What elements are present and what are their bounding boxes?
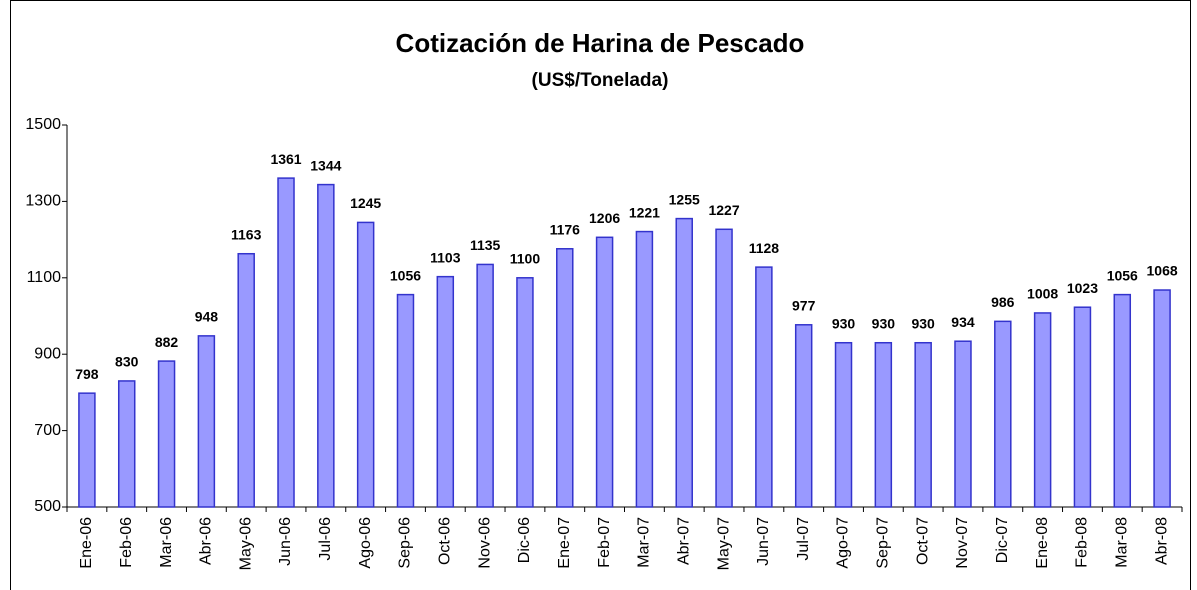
x-tick-label: Sep-06 xyxy=(397,517,414,569)
bar xyxy=(1073,306,1092,508)
x-tick-label: Ene-07 xyxy=(556,517,573,569)
x-tick-label: Ene-08 xyxy=(1034,517,1051,569)
bar xyxy=(1153,289,1171,508)
data-label: 882 xyxy=(155,334,179,350)
y-tick-label: 700 xyxy=(34,422,61,439)
data-label: 1245 xyxy=(350,195,381,211)
x-tick-label: Ago-07 xyxy=(835,517,852,569)
x-tick-label: Jun-06 xyxy=(277,517,294,566)
data-label: 930 xyxy=(872,315,896,331)
bar xyxy=(914,341,932,508)
x-tick-label: Oct-06 xyxy=(437,517,454,565)
x-tick-label: Jun-07 xyxy=(755,517,772,566)
bar xyxy=(436,275,455,508)
x-tick-label: Abr-07 xyxy=(675,517,692,565)
bar xyxy=(755,266,773,508)
bar xyxy=(157,360,176,508)
x-tick-label: Mar-07 xyxy=(636,517,653,568)
data-label: 798 xyxy=(75,366,99,382)
bar xyxy=(715,228,733,508)
x-tick-label: May-07 xyxy=(715,517,732,570)
y-tick-label: 900 xyxy=(34,345,61,362)
bar xyxy=(476,263,494,508)
y-tick-label: 1500 xyxy=(25,116,61,133)
y-tick-label: 500 xyxy=(34,498,61,515)
data-label: 1135 xyxy=(470,237,501,253)
data-label: 934 xyxy=(951,314,975,330)
bar xyxy=(1033,312,1052,508)
data-label: 1056 xyxy=(1107,267,1138,283)
data-label: 1008 xyxy=(1027,286,1058,302)
x-tick-label: Mar-08 xyxy=(1113,517,1130,568)
data-label: 1176 xyxy=(550,221,581,237)
y-tick-label: 1300 xyxy=(25,193,61,210)
data-label: 1227 xyxy=(708,202,739,218)
data-label: 1068 xyxy=(1147,263,1178,279)
x-tick-label: Jul-06 xyxy=(317,517,334,561)
bar xyxy=(874,341,893,508)
data-label: 1206 xyxy=(589,210,620,226)
chart-subtitle: (US$/Tonelada) xyxy=(532,70,669,91)
bar xyxy=(794,324,813,508)
bar xyxy=(834,341,853,508)
x-tick-label: Nov-06 xyxy=(476,517,493,569)
data-label: 948 xyxy=(195,309,219,325)
bar xyxy=(78,392,96,508)
x-tick-label: Ene-06 xyxy=(78,517,95,569)
x-tick-label: Feb-06 xyxy=(118,517,135,568)
x-tick-label: Nov-07 xyxy=(954,517,971,569)
x-tick-label: Ago-06 xyxy=(357,517,374,569)
x-tick-label: Feb-08 xyxy=(1074,517,1091,568)
data-label: 1344 xyxy=(310,157,341,173)
bar xyxy=(595,236,614,508)
x-tick-label: Mar-06 xyxy=(158,517,175,568)
x-tick-label: Oct-07 xyxy=(914,517,931,565)
data-label: 1056 xyxy=(390,267,421,283)
data-label: 1163 xyxy=(231,226,262,242)
data-label: 1221 xyxy=(629,204,660,220)
bar xyxy=(994,320,1012,508)
x-tick-label: Feb-07 xyxy=(596,517,613,568)
data-label: 1100 xyxy=(510,251,541,267)
x-tick-label: Abr-06 xyxy=(198,517,215,565)
data-label: 1361 xyxy=(270,151,301,167)
bar xyxy=(635,230,654,508)
bar xyxy=(117,380,136,508)
x-tick-label: Dic-06 xyxy=(516,517,533,563)
data-label: 1128 xyxy=(749,240,780,256)
data-label: 930 xyxy=(832,315,856,331)
bar xyxy=(237,252,255,508)
data-label: 977 xyxy=(792,297,816,313)
data-label: 1103 xyxy=(430,249,461,265)
data-label: 830 xyxy=(115,354,139,370)
bar xyxy=(516,277,534,508)
data-label: 986 xyxy=(991,294,1015,310)
bar xyxy=(1113,293,1132,508)
bar xyxy=(317,183,335,508)
bar xyxy=(556,248,574,508)
x-tick-label: Dic-07 xyxy=(994,517,1011,563)
data-label: 1023 xyxy=(1067,280,1098,296)
chart-title: Cotización de Harina de Pescado xyxy=(396,28,805,58)
bar xyxy=(277,177,295,508)
bar xyxy=(396,293,415,508)
bar xyxy=(954,340,972,508)
x-tick-label: May-06 xyxy=(237,517,254,570)
data-label: 1255 xyxy=(669,191,700,207)
x-tick-label: Sep-07 xyxy=(875,517,892,569)
y-tick-label: 1100 xyxy=(27,269,62,286)
x-tick-label: Abr-08 xyxy=(1153,517,1170,565)
data-label: 930 xyxy=(911,315,935,331)
x-tick-label: Jul-07 xyxy=(795,517,812,561)
bar xyxy=(356,221,375,508)
bar xyxy=(675,217,693,508)
bar xyxy=(197,335,216,508)
